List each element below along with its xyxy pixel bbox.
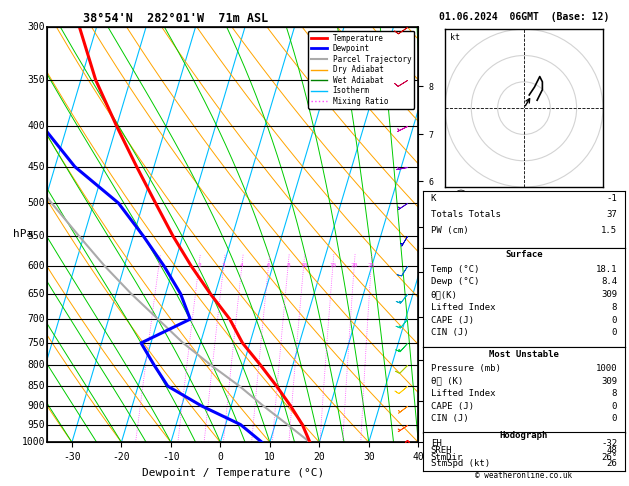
- Text: 450: 450: [28, 162, 45, 172]
- Text: EH: EH: [431, 439, 442, 448]
- Text: Most Unstable: Most Unstable: [489, 350, 559, 359]
- Text: CAPE (J): CAPE (J): [431, 315, 474, 325]
- Text: 800: 800: [28, 360, 45, 370]
- Text: 15: 15: [329, 263, 337, 268]
- Text: -1: -1: [606, 194, 617, 203]
- Text: 26: 26: [606, 459, 617, 469]
- Text: 950: 950: [28, 419, 45, 430]
- Text: Surface: Surface: [505, 250, 543, 260]
- Text: Pressure (mb): Pressure (mb): [431, 364, 501, 373]
- Text: Hodograph: Hodograph: [500, 431, 548, 440]
- Text: StmSpd (kt): StmSpd (kt): [431, 459, 490, 469]
- Text: 700: 700: [28, 314, 45, 324]
- Text: LCL: LCL: [422, 394, 437, 402]
- Text: 400: 400: [28, 121, 45, 131]
- Text: 900: 900: [28, 401, 45, 411]
- Text: CIN (J): CIN (J): [431, 414, 469, 423]
- Text: 350: 350: [28, 75, 45, 85]
- Text: 10: 10: [300, 263, 308, 268]
- Text: 1000: 1000: [596, 364, 617, 373]
- Text: CAPE (J): CAPE (J): [431, 401, 474, 411]
- Text: 1.5: 1.5: [601, 226, 617, 235]
- Text: 0: 0: [612, 328, 617, 337]
- Text: Lifted Index: Lifted Index: [431, 389, 495, 398]
- Text: 850: 850: [28, 381, 45, 391]
- Text: 1000: 1000: [22, 437, 45, 447]
- Text: 1: 1: [157, 263, 161, 268]
- Text: θᴄ (K): θᴄ (K): [431, 377, 463, 386]
- Text: 8: 8: [286, 263, 290, 268]
- Text: K: K: [431, 194, 436, 203]
- Text: 01.06.2024  06GMT  (Base: 12): 01.06.2024 06GMT (Base: 12): [439, 12, 609, 22]
- Text: 550: 550: [28, 231, 45, 241]
- Text: 18.1: 18.1: [596, 265, 617, 274]
- Text: -32: -32: [601, 439, 617, 448]
- Text: 2: 2: [197, 263, 201, 268]
- Text: 650: 650: [28, 289, 45, 298]
- Text: 500: 500: [28, 198, 45, 208]
- Text: hPa: hPa: [13, 229, 33, 240]
- Text: 0: 0: [612, 414, 617, 423]
- Text: 26°: 26°: [601, 452, 617, 462]
- Text: 48: 48: [606, 446, 617, 455]
- Text: 0: 0: [612, 315, 617, 325]
- Text: 25: 25: [367, 263, 375, 268]
- X-axis label: Dewpoint / Temperature (°C): Dewpoint / Temperature (°C): [142, 468, 324, 478]
- Text: 600: 600: [28, 261, 45, 271]
- Text: 309: 309: [601, 290, 617, 299]
- Text: 37: 37: [606, 210, 617, 219]
- Y-axis label: km
ASL: km ASL: [436, 226, 457, 243]
- Text: Dewp (°C): Dewp (°C): [431, 278, 479, 286]
- Text: 8: 8: [612, 389, 617, 398]
- Text: PW (cm): PW (cm): [431, 226, 469, 235]
- Text: Totals Totals: Totals Totals: [431, 210, 501, 219]
- Text: 3: 3: [222, 263, 226, 268]
- Text: 750: 750: [28, 338, 45, 348]
- Text: Temp (°C): Temp (°C): [431, 265, 479, 274]
- Text: SREH: SREH: [431, 446, 452, 455]
- Text: StmDir: StmDir: [431, 452, 463, 462]
- Text: 8: 8: [612, 303, 617, 312]
- Text: Mixing Ratio (g/kg): Mixing Ratio (g/kg): [459, 187, 467, 282]
- Text: 20: 20: [350, 263, 358, 268]
- Text: θᴄ(K): θᴄ(K): [431, 290, 458, 299]
- Text: Lifted Index: Lifted Index: [431, 303, 495, 312]
- Text: © weatheronline.co.uk: © weatheronline.co.uk: [476, 471, 572, 480]
- Text: 8.4: 8.4: [601, 278, 617, 286]
- Text: kt: kt: [450, 33, 460, 42]
- Text: 38°54'N  282°01'W  71m ASL: 38°54'N 282°01'W 71m ASL: [84, 12, 269, 25]
- Text: CIN (J): CIN (J): [431, 328, 469, 337]
- Text: 6: 6: [267, 263, 270, 268]
- Text: 4: 4: [240, 263, 244, 268]
- Text: 0: 0: [612, 401, 617, 411]
- Text: 300: 300: [28, 22, 45, 32]
- Text: 309: 309: [601, 377, 617, 386]
- Legend: Temperature, Dewpoint, Parcel Trajectory, Dry Adiabat, Wet Adiabat, Isotherm, Mi: Temperature, Dewpoint, Parcel Trajectory…: [308, 31, 415, 109]
